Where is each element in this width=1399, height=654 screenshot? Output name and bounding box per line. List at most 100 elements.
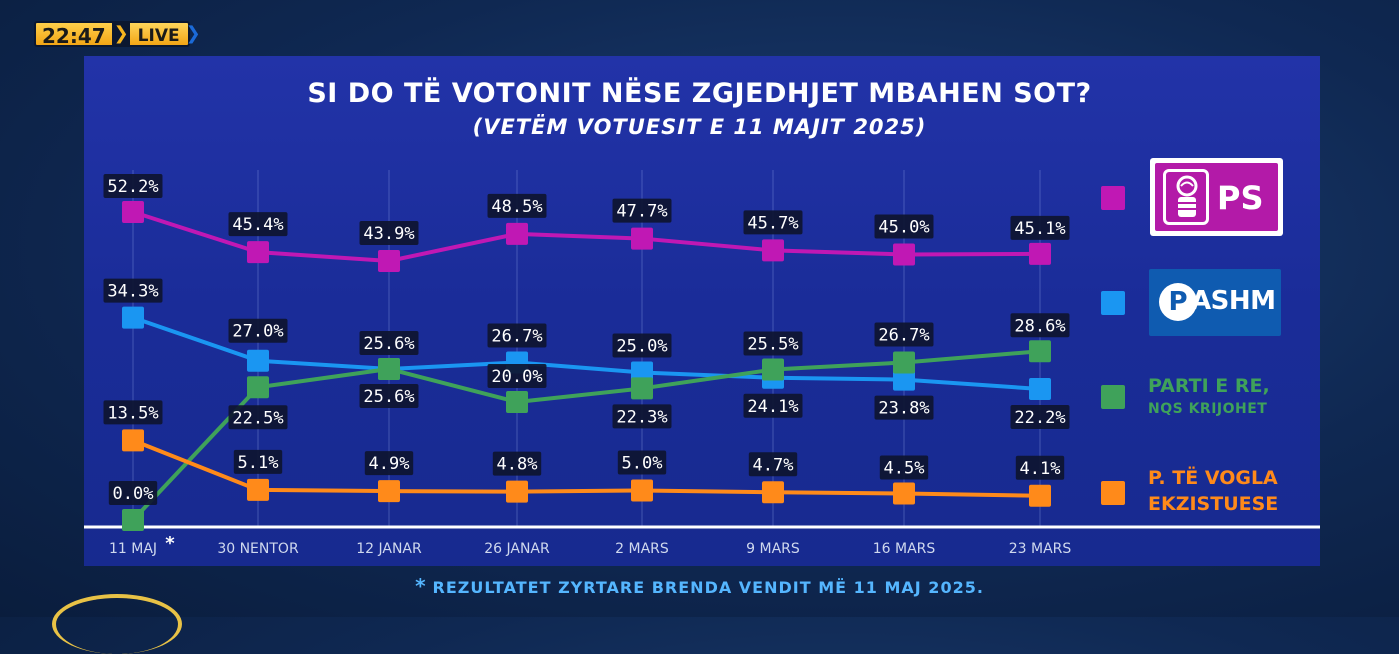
data-label-bg xyxy=(874,395,934,420)
data-label-new: 26.7% xyxy=(878,325,929,345)
decorative-arc xyxy=(52,594,182,654)
x-tick-label: 11 MAJ xyxy=(109,541,157,557)
chart-subtitle: (VETËM VOTUESIT E 11 MAJIT 2025) xyxy=(472,115,927,139)
data-label-bg xyxy=(108,481,158,505)
data-label-bg xyxy=(233,449,283,474)
data-label-pd: 27.0% xyxy=(232,322,283,342)
data-label-ps: 45.7% xyxy=(747,213,798,233)
legend-swatch-small-parties xyxy=(1101,481,1125,505)
data-point-new xyxy=(631,377,653,400)
data-point-small xyxy=(378,480,400,503)
data-label-small: 4.5% xyxy=(884,458,925,478)
data-label-ps: 45.1% xyxy=(1014,219,1065,239)
x-tick-label: 26 JANAR xyxy=(484,541,550,557)
footnote: * REZULTATET ZYRTARE BRENDA VENDIT MË 11 … xyxy=(0,574,1399,598)
data-point-pd xyxy=(1029,378,1051,401)
data-point-small xyxy=(631,479,653,502)
data-label-ps: 45.0% xyxy=(878,218,929,238)
data-label-bg xyxy=(879,455,929,480)
data-point-small xyxy=(893,482,915,505)
data-label-bg xyxy=(1015,455,1065,480)
data-point-ps xyxy=(893,243,915,266)
data-label-bg xyxy=(103,174,163,199)
data-label-pd: 25.6% xyxy=(363,334,414,354)
series-line-small xyxy=(132,438,1041,498)
data-label-bg xyxy=(359,220,419,245)
data-label-bg xyxy=(617,450,667,475)
data-label-ps: 45.4% xyxy=(232,215,283,235)
x-tick-label: 9 MARS xyxy=(746,541,800,557)
data-label-bg xyxy=(743,210,803,235)
footnote-star: * xyxy=(415,574,427,598)
data-point-new xyxy=(122,509,144,531)
data-label-small: 4.9% xyxy=(369,454,410,474)
data-point-ps xyxy=(378,249,400,272)
data-label-pd: 24.1% xyxy=(747,397,798,417)
data-point-new xyxy=(1029,340,1051,363)
data-point-small xyxy=(506,480,528,503)
data-label-small: 5.1% xyxy=(238,453,279,473)
data-point-pd xyxy=(247,349,269,372)
data-label-new: 25.6% xyxy=(363,387,414,407)
data-label-pd: 25.0% xyxy=(616,337,667,357)
ps-logo-text: PS xyxy=(1217,179,1264,217)
data-label-ps: 43.9% xyxy=(363,224,414,244)
data-point-pd xyxy=(893,368,915,391)
data-label-ps: 52.2% xyxy=(107,177,158,197)
chart-title: SI DO TË VOTONIT NËSE ZGJEDHJET MBAHEN S… xyxy=(307,78,1092,109)
data-label-bg xyxy=(612,333,672,358)
data-point-ps xyxy=(1029,242,1051,265)
data-label-bg xyxy=(228,318,288,343)
data-label-new: 20.0% xyxy=(491,367,542,387)
pashm-logo-initial: P xyxy=(1159,283,1197,321)
legend-swatch-new-party xyxy=(1101,385,1125,409)
x-tick-label: 12 JANAR xyxy=(356,541,422,557)
data-label-bg xyxy=(612,404,672,429)
legend-new-party-line2: NQS KRIJOHET xyxy=(1148,401,1268,417)
data-point-ps xyxy=(762,239,784,262)
data-label-bg xyxy=(1010,215,1070,240)
data-label-bg xyxy=(359,383,419,408)
clock-time: 22:47 xyxy=(34,21,114,48)
data-label-new: 22.5% xyxy=(232,408,283,428)
live-label: LIVE xyxy=(127,21,190,47)
data-point-ps xyxy=(122,201,144,224)
data-point-ps xyxy=(631,227,653,250)
pashm-logo: P ASHM xyxy=(1149,269,1281,336)
data-point-small xyxy=(1029,484,1051,507)
live-chevron-icon: ❯ xyxy=(185,23,201,44)
footnote-text: REZULTATET ZYRTARE BRENDA VENDIT MË 11 M… xyxy=(432,578,984,597)
legend-new-party-line1: PARTI E RE, xyxy=(1148,375,1270,397)
data-label-bg xyxy=(228,212,288,237)
data-label-bg xyxy=(228,405,288,430)
data-point-small xyxy=(247,478,269,501)
data-label-bg xyxy=(1010,313,1070,338)
pashm-logo-text: ASHM xyxy=(1191,286,1276,316)
x-tick-label: 23 MARS xyxy=(1009,541,1072,557)
data-label-bg xyxy=(748,452,798,477)
data-point-new xyxy=(893,351,915,374)
data-label-pd: 22.2% xyxy=(1014,408,1065,428)
x-tick-label: 2 MARS xyxy=(615,541,669,557)
data-label-bg xyxy=(487,193,547,218)
data-label-pd: 26.7% xyxy=(491,326,542,346)
data-label-small: 5.0% xyxy=(622,454,663,474)
data-label-bg xyxy=(364,451,414,476)
data-label-small: 4.7% xyxy=(753,455,794,475)
data-label-bg xyxy=(612,198,672,223)
data-label-small: 4.8% xyxy=(497,455,538,475)
data-label-ps: 47.7% xyxy=(616,202,667,222)
data-point-pd xyxy=(122,306,144,329)
x-tick-label: 16 MARS xyxy=(873,541,936,557)
data-label-new: 0.0% xyxy=(113,484,154,504)
x-tick-label: 30 NENTOR xyxy=(217,541,299,557)
data-label-bg xyxy=(743,331,803,356)
data-label-ps: 48.5% xyxy=(491,197,542,217)
data-point-small xyxy=(122,429,144,452)
data-label-pd: 23.8% xyxy=(878,399,929,419)
data-point-new xyxy=(247,376,269,399)
data-label-new: 28.6% xyxy=(1014,316,1065,336)
data-point-ps xyxy=(247,241,269,264)
data-label-bg xyxy=(487,364,547,388)
data-label-new: 22.3% xyxy=(616,407,667,427)
